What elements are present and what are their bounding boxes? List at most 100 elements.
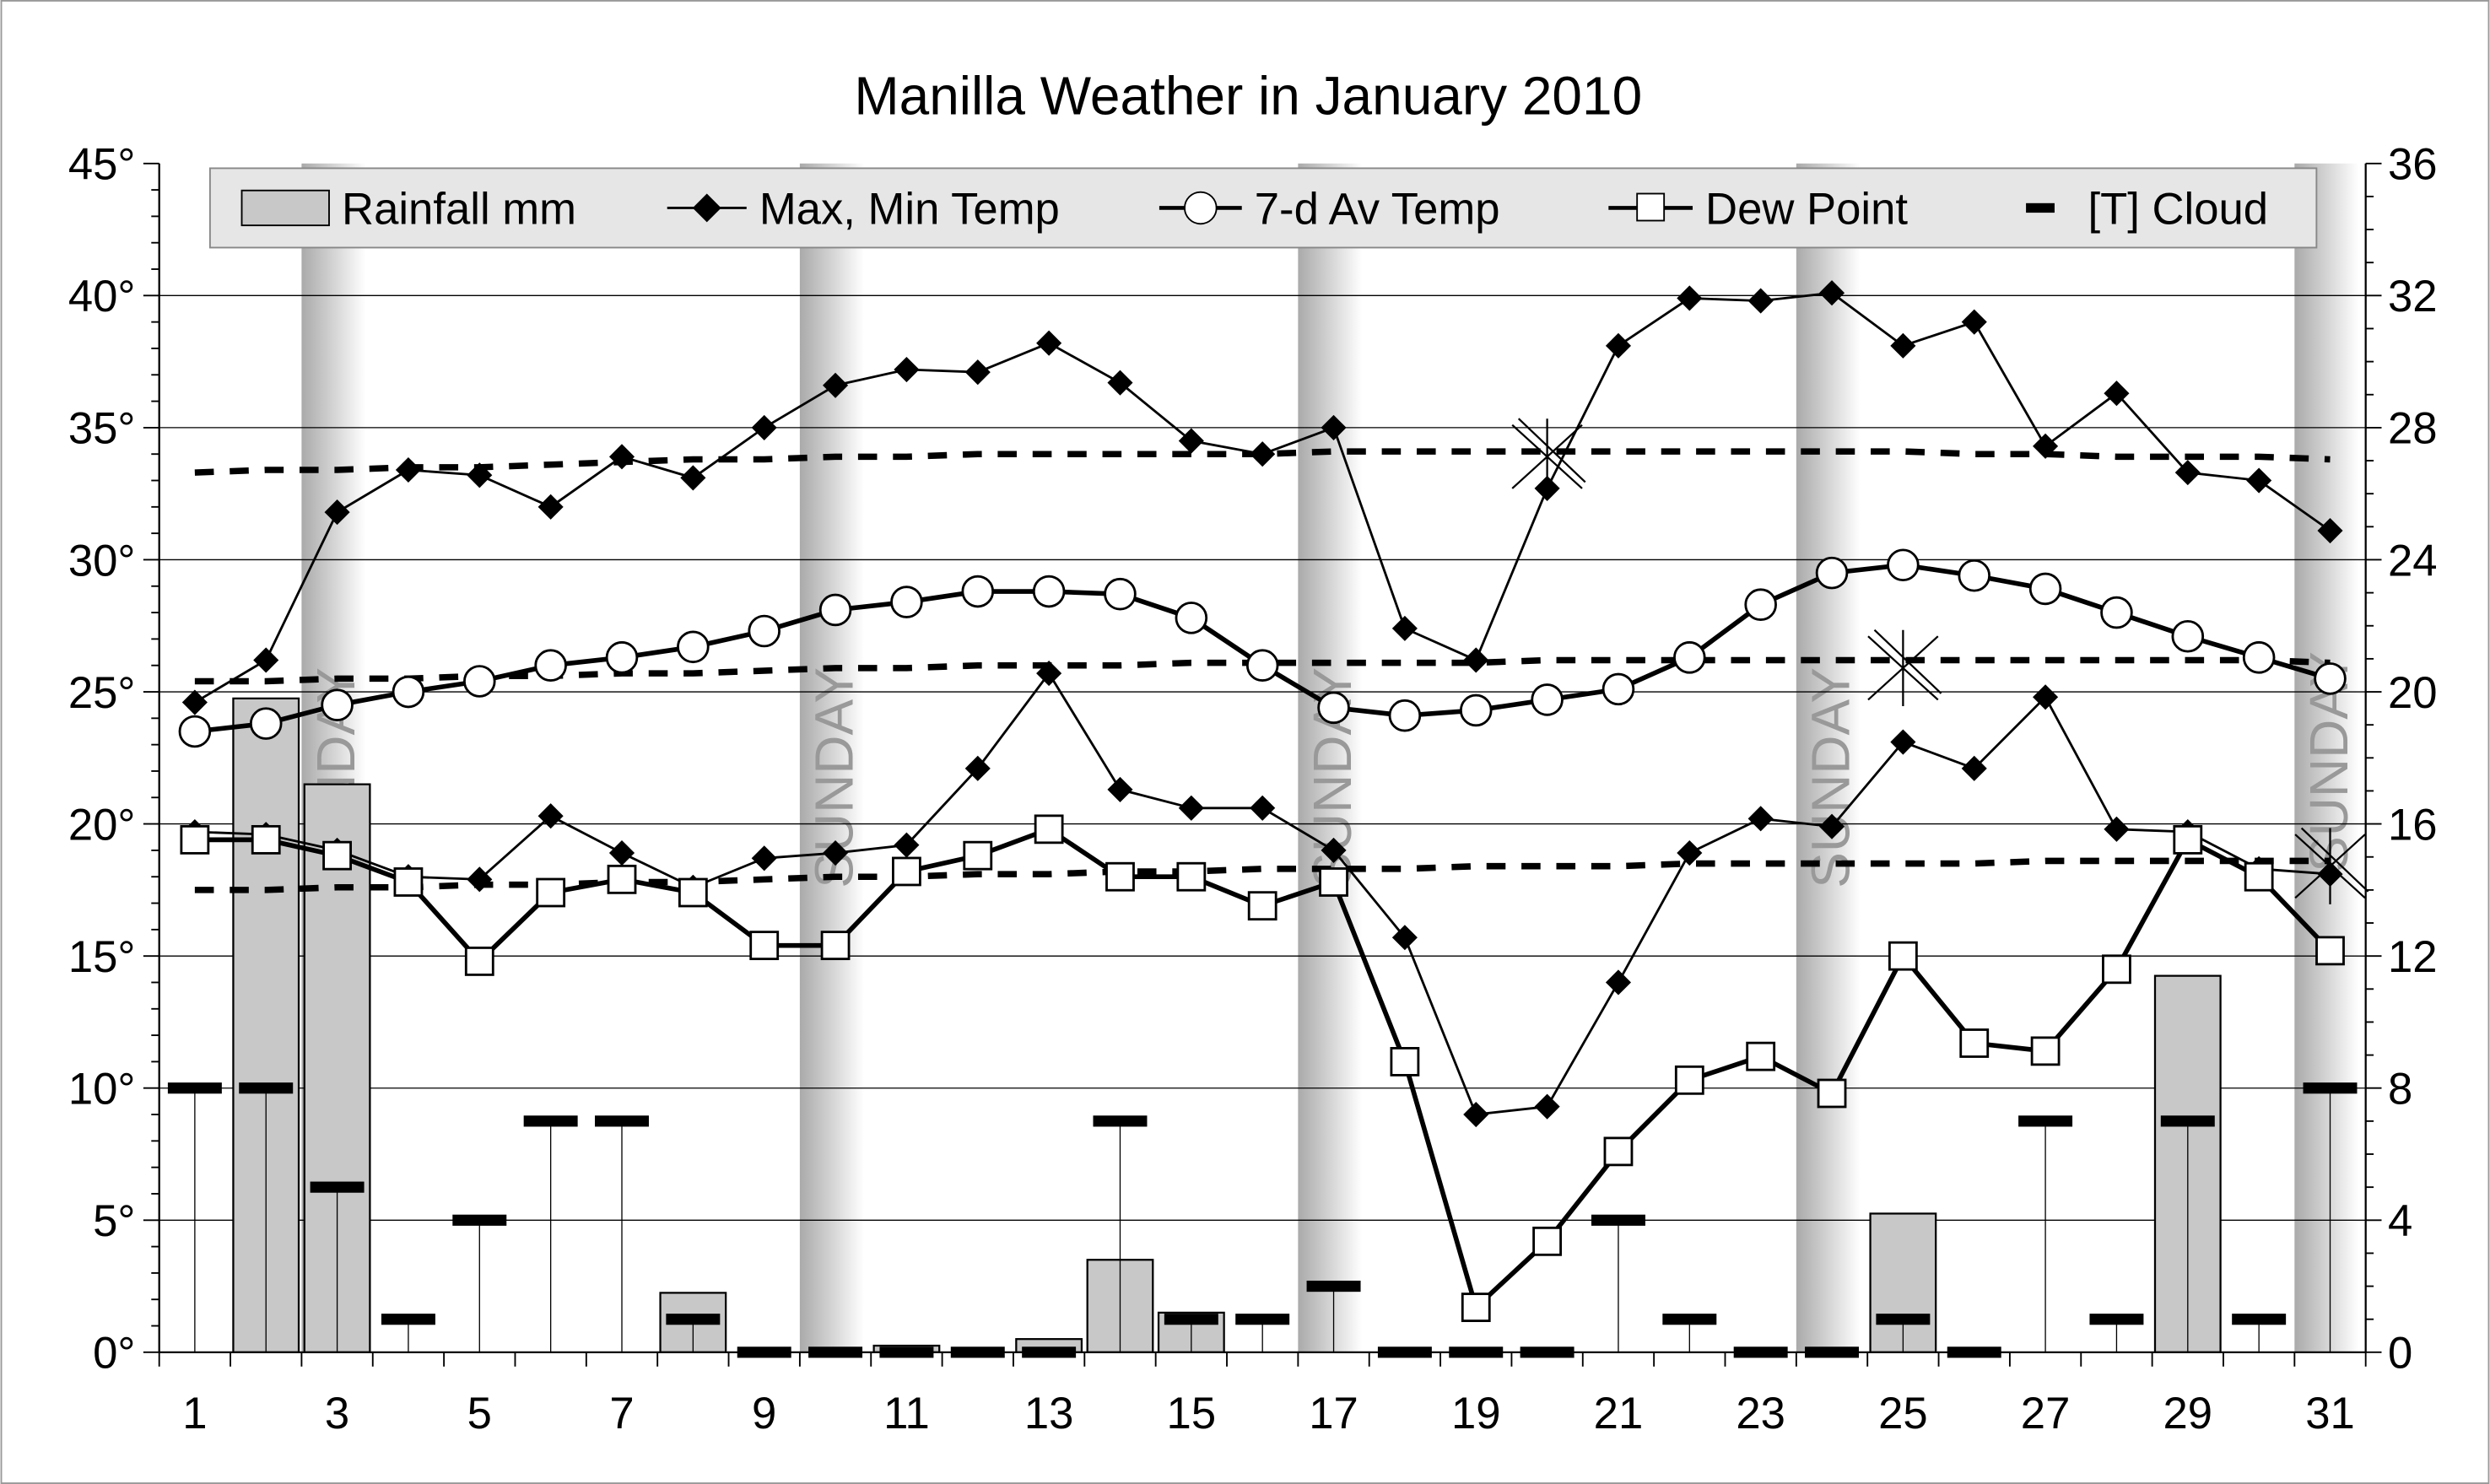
y-left-tick-label: 20° xyxy=(68,800,136,850)
legend-square-icon xyxy=(1636,192,1666,222)
dew-point-point xyxy=(1532,1226,1563,1256)
dew-point-point xyxy=(1176,861,1207,892)
max-min-point xyxy=(1890,332,1916,359)
dew-point-point xyxy=(1319,867,1348,897)
dew-point-point xyxy=(1461,1292,1491,1323)
avg-temp-point xyxy=(748,614,780,648)
y-left-tick-label: 25° xyxy=(68,668,136,718)
dew-point-point xyxy=(1959,1028,1990,1058)
cloud-dash xyxy=(239,1082,294,1094)
cloud-dash xyxy=(310,1181,365,1193)
sunday-band xyxy=(799,163,864,1352)
legend-dash-icon xyxy=(2026,202,2055,213)
y-left-tick-label: 35° xyxy=(68,404,136,454)
cloud-dash xyxy=(2018,1115,2073,1127)
max-min-point xyxy=(2317,517,2343,544)
max-min-point xyxy=(1463,1101,1489,1128)
avg-temp-point xyxy=(1887,548,1920,582)
y-right-tick-label: 20 xyxy=(2388,668,2438,718)
y-right-tick-label: 8 xyxy=(2388,1065,2412,1114)
y-right-tick-label: 0 xyxy=(2388,1329,2412,1379)
avg-temp-point xyxy=(2314,662,2347,695)
max-min-point xyxy=(1391,925,1418,951)
max-min-point xyxy=(1178,795,1204,821)
avg-temp-point xyxy=(2100,596,2133,629)
avg-temp-point xyxy=(249,707,283,740)
max-min-point xyxy=(1391,615,1418,641)
x-tick-label: 1 xyxy=(182,1389,207,1438)
max-min-point xyxy=(2174,460,2201,486)
max-min-point xyxy=(608,839,635,866)
cloud-dash xyxy=(2303,1082,2358,1094)
y-right-tick-label: 24 xyxy=(2388,536,2438,586)
max-min-point xyxy=(2033,684,2059,710)
dew-point-point xyxy=(322,840,352,871)
max-min-point xyxy=(964,755,991,781)
max-min-point xyxy=(537,494,564,520)
avg-temp-point xyxy=(1032,575,1066,608)
x-tick-label: 7 xyxy=(609,1389,634,1438)
avg-temp-point xyxy=(890,586,923,618)
avg-temp-point xyxy=(463,665,496,698)
cloud-dash xyxy=(2089,1314,2144,1325)
max-min-point xyxy=(467,462,493,488)
x-tick-label: 21 xyxy=(1594,1389,1644,1438)
avg-temp-point xyxy=(321,688,354,721)
dew-point-point xyxy=(393,867,424,897)
dew-point-point xyxy=(1746,1041,1776,1071)
max-min-point xyxy=(751,845,777,872)
max-min-point xyxy=(1890,729,1916,755)
cloud-dash xyxy=(1093,1115,1148,1127)
dew-point-point xyxy=(749,931,780,961)
avg-temp-point xyxy=(1317,691,1350,725)
dew-point-point xyxy=(2315,936,2345,966)
sunday-band xyxy=(2294,163,2359,1352)
legend-rain-swatch xyxy=(240,189,330,227)
max-min-point xyxy=(823,372,849,398)
avg-temp-point xyxy=(1958,559,1991,592)
max-min-point xyxy=(1250,795,1276,821)
x-tick-label: 23 xyxy=(1736,1389,1785,1438)
cloud-dash xyxy=(595,1115,649,1127)
max-min-point xyxy=(823,839,849,866)
avg-temp-point xyxy=(1175,602,1208,634)
max-min-point xyxy=(1463,647,1489,673)
max-min-point xyxy=(1534,1093,1560,1120)
x-tick-label: 13 xyxy=(1024,1389,1074,1438)
y-left-tick-label: 5° xyxy=(93,1196,135,1246)
max-min-point xyxy=(2033,433,2059,459)
max-min-point xyxy=(1747,806,1774,832)
cloud-dash xyxy=(1876,1314,1931,1325)
max-min-point xyxy=(324,499,350,526)
dew-point-point xyxy=(963,840,993,871)
dew-point-point xyxy=(536,877,566,908)
max-min-point xyxy=(1036,330,1062,356)
dew-point-point xyxy=(180,824,210,855)
max-min-point xyxy=(2246,467,2272,494)
y-right-tick-label: 36 xyxy=(2388,140,2438,190)
dew-point-point xyxy=(678,877,708,908)
avg-temp-point xyxy=(1531,683,1564,716)
legend: Rainfall mm Max, Min Temp 7-d Av Temp De… xyxy=(208,167,2318,249)
star-marker xyxy=(1511,418,1586,495)
chart-title: Manilla Weather in January 2010 xyxy=(854,65,1642,126)
avg-temp-point xyxy=(534,649,567,683)
y-right-tick-label: 32 xyxy=(2388,272,2438,321)
y-left-tick-label: 15° xyxy=(68,932,136,982)
sunday-label: SUNDAY xyxy=(1801,667,1861,888)
x-tick-label: 5 xyxy=(467,1389,492,1438)
dew-point-point xyxy=(2173,824,2203,855)
max-min-point xyxy=(1677,839,1703,866)
max-min-point xyxy=(1605,332,1632,359)
x-tick-label: 19 xyxy=(1451,1389,1501,1438)
max-min-point xyxy=(964,359,991,386)
y-left-tick-label: 45° xyxy=(68,140,136,190)
max-min-point xyxy=(1321,414,1347,440)
cloud-dash xyxy=(1306,1280,1361,1292)
legend-7d: 7-d Av Temp xyxy=(1255,184,1500,234)
avg-temp-point xyxy=(1744,588,1777,621)
x-tick-label: 17 xyxy=(1309,1389,1358,1438)
avg-temp-point xyxy=(1673,641,1706,674)
avg-temp-point xyxy=(961,575,995,608)
